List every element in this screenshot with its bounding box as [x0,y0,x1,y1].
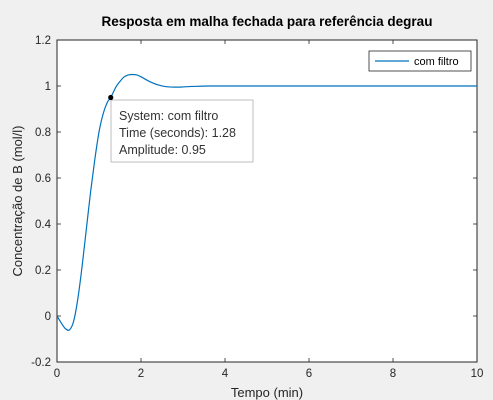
y-tick-label: 1.2 [35,35,51,47]
legend-entry-com-filtro: com filtro [414,56,459,68]
plot-area[interactable] [56,39,478,363]
y-tick-label: 1 [45,81,51,93]
x-axis: 0 2 4 6 8 10 [54,40,484,380]
x-axis-label: Tempo (min) [231,385,303,400]
x-tick-label: 10 [471,368,484,380]
legend-box [368,50,472,72]
data-tip-box [110,99,254,163]
y-tick-label: 0.4 [35,219,52,231]
x-tick-label: 0 [54,368,60,380]
series-line-com-filtro[interactable] [57,73,477,331]
x-tick-label: 8 [390,368,396,380]
y-axis: -0.2 0 0.2 0.4 0.6 0.8 1 1.2 [31,35,477,369]
data-tip[interactable]: System: com filtro Time (seconds): 1.28 … [108,94,254,163]
x-tick-label: 4 [222,368,229,380]
data-tip-system: System: com filtro [119,109,218,123]
y-tick-label: 0.8 [35,127,51,139]
x-tick-label: 2 [138,368,144,380]
data-tip-amplitude: Amplitude: 0.95 [119,143,206,157]
legend[interactable]: com filtro [368,50,472,72]
data-tip-marker[interactable] [108,94,114,101]
y-tick-label: -0.2 [31,357,51,369]
y-axis-label: Concentração de B (mol/l) [10,125,25,276]
x-tick-label: 6 [306,368,312,380]
y-tick-label: 0.2 [35,265,51,277]
y-tick-label: 0.6 [35,173,51,185]
chart-title: Resposta em malha fechada para referênci… [102,14,433,29]
y-tick-label: 0 [45,311,51,323]
data-tip-time: Time (seconds): 1.28 [119,126,236,140]
